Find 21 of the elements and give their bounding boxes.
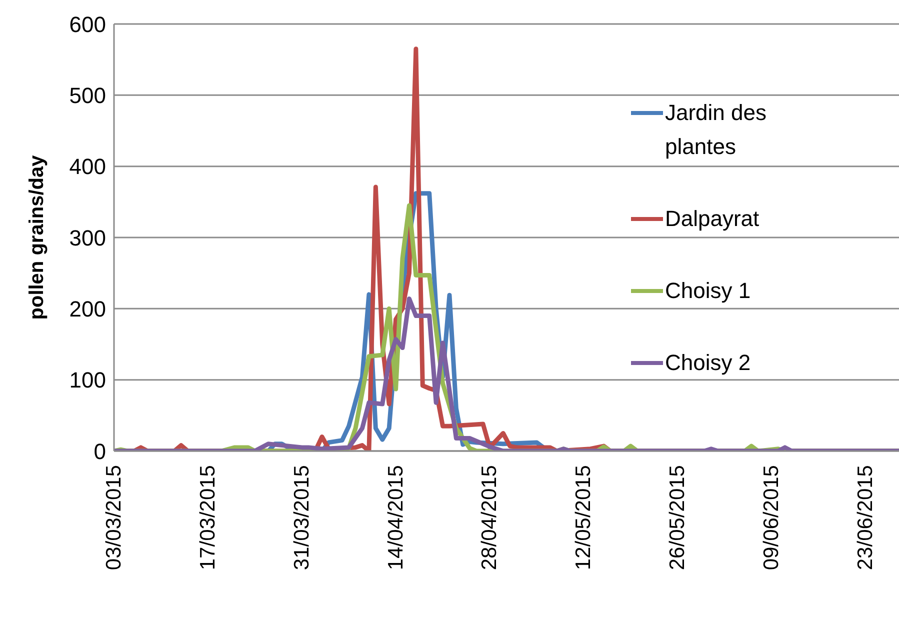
x-tick-label: 23/06/2015	[854, 465, 877, 570]
x-tick-label: 31/03/2015	[290, 465, 314, 570]
x-tick-label: 14/04/2015	[384, 465, 408, 570]
legend-label: Dalpayrat	[665, 205, 760, 233]
x-tick-label: 12/05/2015	[572, 465, 596, 570]
legend-label: Jardin des plantes	[665, 99, 768, 161]
x-tick-label: 17/03/2015	[196, 465, 220, 570]
y-tick-label: 100	[69, 368, 106, 393]
y-tick-label: 0	[94, 438, 106, 464]
legend-label: Choisy 2	[665, 349, 751, 377]
y-tick-label: 600	[69, 12, 106, 37]
y-tick-label: 500	[69, 82, 106, 108]
legend-label: Choisy 1	[665, 277, 751, 305]
x-tick-label: 09/06/2015	[760, 465, 784, 570]
y-tick-label: 200	[69, 296, 106, 322]
x-tick-label: 28/04/2015	[478, 465, 502, 570]
x-tick-label: 03/03/2015	[102, 465, 126, 570]
x-tick-label: 26/05/2015	[666, 465, 690, 570]
y-tick-label: 400	[69, 154, 106, 180]
y-axis-title: pollen grains/day	[26, 154, 48, 320]
y-tick-label: 300	[69, 225, 106, 250]
